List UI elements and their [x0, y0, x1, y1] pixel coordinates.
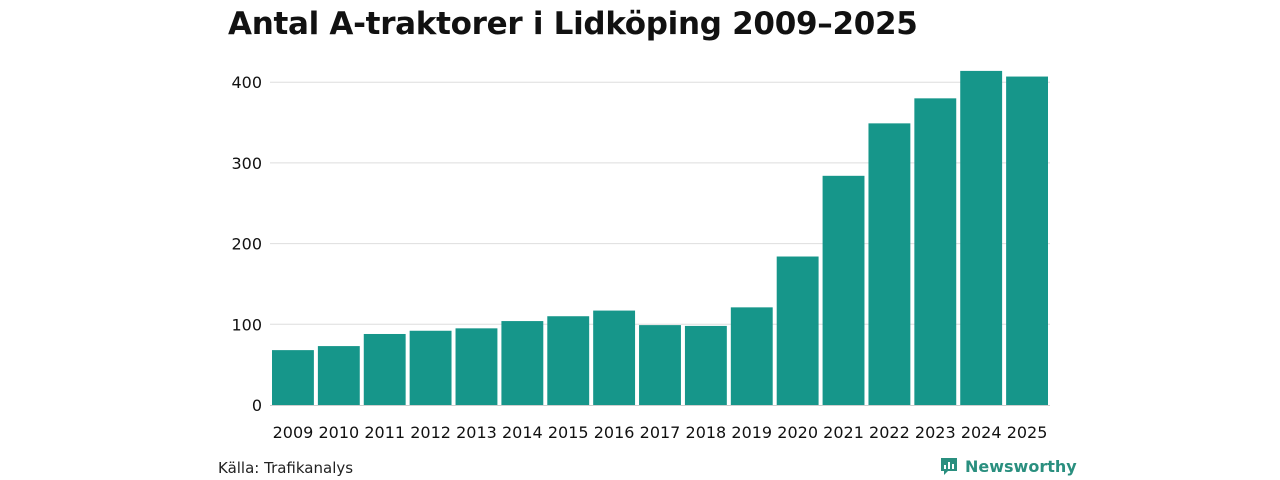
- bar-2016: [593, 310, 636, 405]
- x-tick-label: 2016: [594, 423, 635, 442]
- source-note: Källa: Trafikanalys: [218, 459, 354, 477]
- x-tick-label: 2014: [502, 423, 543, 442]
- x-tick-label: 2012: [410, 423, 451, 442]
- x-tick-label: 2025: [1007, 423, 1048, 442]
- bar-2025: [1006, 76, 1048, 406]
- bar-2014: [501, 321, 544, 405]
- brand-name: Newsworthy: [965, 456, 1077, 476]
- bar-2013: [455, 328, 498, 405]
- bars: [272, 70, 1048, 406]
- x-tick-label: 2015: [548, 423, 589, 442]
- bar-2018: [684, 325, 727, 405]
- y-tick-label: 300: [231, 154, 262, 173]
- y-tick-label: 200: [231, 235, 262, 254]
- x-tick-label: 2011: [364, 423, 405, 442]
- newsworthy-logo-icon: [941, 458, 957, 475]
- x-tick-label: 2022: [869, 423, 910, 442]
- bar-2020: [776, 256, 819, 405]
- x-tick-label: 2017: [640, 423, 681, 442]
- brand-logo: Newsworthy: [939, 456, 1077, 476]
- bar-2015: [547, 316, 590, 405]
- x-tick-label: 2024: [961, 423, 1002, 442]
- bar-2017: [639, 325, 681, 405]
- x-axis-ticks: 2009 2010 2011 2012 2013 2014 2015 2016 2017 2018…: [273, 423, 1048, 442]
- y-tick-label: 400: [231, 73, 262, 92]
- y-tick-label: 0: [252, 396, 262, 415]
- y-tick-label: 100: [231, 315, 262, 334]
- x-tick-label: 2013: [456, 423, 497, 442]
- x-tick-label: 2018: [686, 423, 727, 442]
- bar-2010: [317, 346, 360, 405]
- bar-2012: [409, 330, 452, 405]
- bar-2021: [822, 175, 865, 405]
- x-tick-label: 2023: [915, 423, 956, 442]
- chart-title: Antal A-traktorer i Lidköping 2009–2025: [228, 6, 918, 42]
- x-tick-label: 2021: [823, 423, 864, 442]
- bar-2009: [272, 350, 314, 405]
- x-tick-label: 2019: [731, 423, 772, 442]
- bar-2024: [960, 70, 1003, 405]
- x-tick-label: 2010: [318, 423, 359, 442]
- y-axis-ticks: 0 100 200 300 400: [231, 73, 262, 415]
- x-tick-label: 2020: [777, 423, 818, 442]
- bar-2022: [868, 123, 911, 406]
- x-tick-label: 2009: [273, 423, 314, 442]
- bar-2011: [363, 333, 406, 405]
- bar-2019: [730, 307, 773, 405]
- bar-2023: [914, 98, 957, 405]
